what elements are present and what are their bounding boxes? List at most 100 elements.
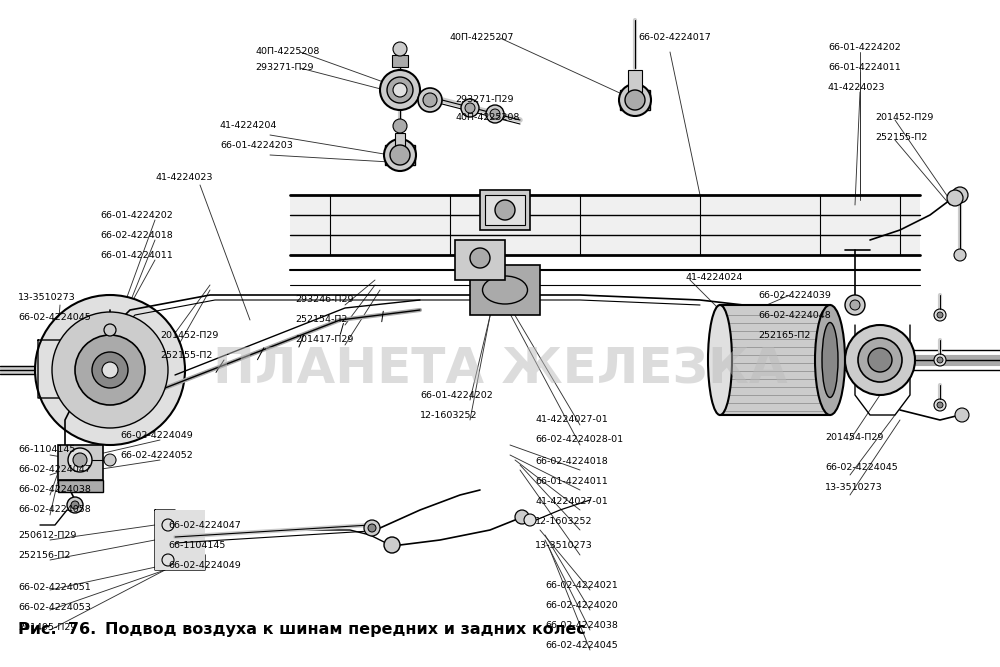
Circle shape (71, 501, 79, 509)
Text: Подвод воздуха к шинам передних и задних колес: Подвод воздуха к шинам передних и задних… (105, 622, 586, 637)
Text: 66-02-4224053: 66-02-4224053 (18, 604, 91, 612)
Circle shape (384, 139, 416, 171)
Bar (58, 480, 103, 492)
Text: 41-4224027-01: 41-4224027-01 (535, 498, 608, 506)
Text: 293246-П29: 293246-П29 (295, 295, 354, 305)
Circle shape (75, 335, 145, 405)
Text: 293271-П29: 293271-П29 (455, 95, 514, 105)
Circle shape (68, 448, 92, 472)
Text: 66-02-4224052: 66-02-4224052 (120, 450, 193, 460)
Circle shape (104, 324, 116, 336)
Circle shape (393, 119, 407, 133)
Text: 252154-П2: 252154-П2 (295, 315, 347, 325)
Text: 66-1104145: 66-1104145 (168, 540, 225, 550)
Text: 41-4224024: 41-4224024 (685, 273, 742, 283)
Circle shape (102, 362, 118, 378)
Text: 41-4224027-01: 41-4224027-01 (535, 416, 608, 424)
Text: 66-02-4224038: 66-02-4224038 (545, 620, 618, 630)
Text: 40П-4225208: 40П-4225208 (455, 113, 519, 123)
Circle shape (490, 109, 500, 119)
Circle shape (845, 295, 865, 315)
Ellipse shape (822, 323, 838, 398)
Circle shape (390, 145, 410, 165)
Text: 41-4224023: 41-4224023 (828, 83, 886, 93)
Text: 66-02-4224051: 66-02-4224051 (18, 584, 91, 592)
Text: 252155-П2: 252155-П2 (160, 350, 212, 360)
Text: 66-02-4224047: 66-02-4224047 (168, 520, 241, 530)
Circle shape (937, 357, 943, 363)
Text: 250612-П29: 250612-П29 (18, 530, 76, 540)
Text: 66-02-4224045: 66-02-4224045 (18, 313, 91, 323)
Circle shape (845, 325, 915, 395)
Bar (470, 265, 540, 315)
Circle shape (515, 510, 529, 524)
Text: 201417-П29: 201417-П29 (295, 336, 353, 344)
Circle shape (364, 520, 380, 536)
Circle shape (954, 249, 966, 261)
Text: 12-1603252: 12-1603252 (535, 518, 592, 526)
Circle shape (423, 93, 437, 107)
Text: 41-4224023: 41-4224023 (155, 173, 212, 183)
Bar (392, 55, 408, 67)
Text: 66-01-4224011: 66-01-4224011 (100, 251, 173, 259)
Text: 41-4224204: 41-4224204 (220, 121, 277, 129)
Bar (58, 445, 103, 480)
Text: 66-02-4224028-01: 66-02-4224028-01 (535, 436, 623, 444)
Bar (155, 510, 205, 570)
Circle shape (937, 402, 943, 408)
Circle shape (393, 83, 407, 97)
Circle shape (92, 352, 128, 388)
Text: 66-02-4224039: 66-02-4224039 (758, 291, 831, 299)
Text: 66-02-4224058: 66-02-4224058 (18, 506, 91, 514)
Text: Рис.  76.: Рис. 76. (18, 622, 96, 637)
Text: 66-01-4224202: 66-01-4224202 (100, 211, 173, 219)
Text: 13-3510273: 13-3510273 (535, 540, 593, 550)
Circle shape (934, 399, 946, 411)
Circle shape (393, 42, 407, 56)
Text: 293271-П29: 293271-П29 (255, 63, 314, 73)
Text: 13-3510273: 13-3510273 (825, 484, 883, 492)
Text: 66-02-4224045: 66-02-4224045 (825, 464, 898, 472)
Circle shape (947, 190, 963, 206)
Circle shape (858, 338, 902, 382)
Text: 66-02-4224038: 66-02-4224038 (18, 486, 91, 494)
Circle shape (850, 300, 860, 310)
Bar (485, 195, 525, 225)
Circle shape (384, 537, 400, 553)
Circle shape (465, 103, 475, 113)
Text: 66-01-4224011: 66-01-4224011 (828, 63, 901, 73)
Circle shape (73, 453, 87, 467)
Ellipse shape (815, 305, 845, 415)
Text: 66-02-4224021: 66-02-4224021 (545, 580, 618, 590)
Ellipse shape (708, 305, 732, 415)
Bar (455, 240, 505, 280)
Text: 66-01-4224202: 66-01-4224202 (420, 390, 493, 400)
Circle shape (387, 77, 413, 103)
Text: 13-3510273: 13-3510273 (18, 293, 76, 303)
Text: 252155-П2: 252155-П2 (875, 133, 927, 143)
Text: 66-01-4224202: 66-01-4224202 (828, 43, 901, 53)
Circle shape (934, 309, 946, 321)
Text: 66-02-4224049: 66-02-4224049 (120, 430, 193, 440)
Text: 201454-П29: 201454-П29 (825, 434, 883, 442)
Circle shape (934, 354, 946, 366)
Text: 201452-П29: 201452-П29 (875, 113, 933, 123)
Circle shape (52, 312, 168, 428)
Circle shape (486, 105, 504, 123)
Circle shape (418, 88, 442, 112)
Text: 201452-П29: 201452-П29 (160, 331, 218, 340)
Circle shape (937, 312, 943, 318)
Bar (620, 90, 650, 110)
Circle shape (162, 519, 174, 531)
Circle shape (495, 200, 515, 220)
Text: 66-02-4224048: 66-02-4224048 (758, 311, 831, 319)
Circle shape (868, 348, 892, 372)
Bar (290, 195, 920, 255)
Circle shape (619, 84, 651, 116)
Bar (628, 70, 642, 92)
Circle shape (625, 90, 645, 110)
Circle shape (368, 524, 376, 532)
Text: 201495-П29: 201495-П29 (18, 624, 76, 632)
Ellipse shape (482, 276, 528, 304)
Text: 66-1104145: 66-1104145 (18, 446, 75, 454)
